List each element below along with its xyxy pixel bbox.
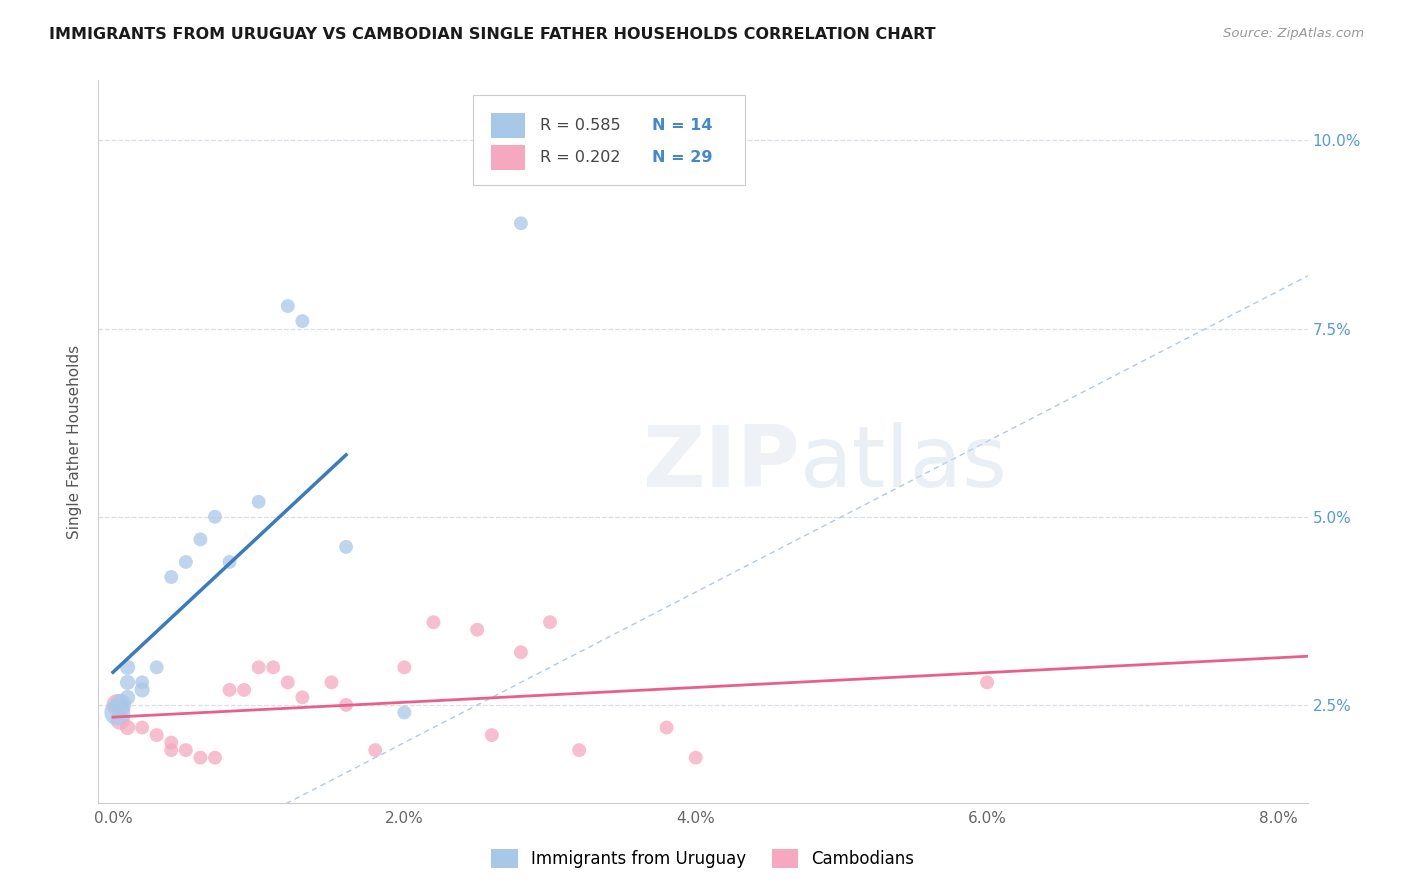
Text: N = 29: N = 29 [652, 150, 713, 165]
Point [117, 675, 139, 690]
Point [117, 690, 139, 705]
Point [190, 750, 212, 764]
Point [110, 698, 132, 712]
Point [568, 743, 591, 757]
Point [277, 299, 299, 313]
Text: R = 0.202: R = 0.202 [540, 150, 620, 165]
Point [174, 743, 197, 757]
Text: ZIP: ZIP [643, 422, 800, 505]
Text: R = 0.585: R = 0.585 [540, 119, 620, 133]
Text: atlas: atlas [800, 422, 1008, 505]
Point [110, 713, 132, 727]
Point [321, 675, 343, 690]
Point [509, 645, 531, 659]
Point [218, 682, 240, 697]
Point [394, 706, 416, 720]
FancyBboxPatch shape [474, 95, 745, 185]
Point [190, 533, 212, 547]
Point [174, 555, 197, 569]
Y-axis label: Single Father Households: Single Father Households [67, 344, 83, 539]
Point [105, 706, 128, 720]
Point [117, 721, 139, 735]
Text: N = 14: N = 14 [652, 119, 713, 133]
Point [131, 682, 153, 697]
Point [105, 698, 128, 712]
FancyBboxPatch shape [492, 145, 526, 170]
Point [481, 728, 503, 742]
Point [335, 540, 357, 554]
Point [117, 660, 139, 674]
Point [247, 660, 270, 674]
Point [233, 682, 256, 697]
Legend: Immigrants from Uruguay, Cambodians: Immigrants from Uruguay, Cambodians [485, 842, 921, 875]
Point [465, 623, 488, 637]
Point [335, 698, 357, 712]
Point [145, 728, 167, 742]
Point [422, 615, 444, 630]
Point [131, 675, 153, 690]
Point [262, 660, 284, 674]
Point [204, 509, 226, 524]
Point [277, 675, 299, 690]
Point [160, 743, 183, 757]
Point [509, 216, 531, 230]
Point [247, 494, 270, 508]
Point [131, 721, 153, 735]
Point [145, 660, 167, 674]
Point [291, 690, 314, 705]
Point [394, 660, 416, 674]
FancyBboxPatch shape [492, 113, 526, 138]
Point [976, 675, 998, 690]
Text: Source: ZipAtlas.com: Source: ZipAtlas.com [1223, 27, 1364, 40]
Point [538, 615, 561, 630]
Point [364, 743, 387, 757]
Point [204, 750, 226, 764]
Point [685, 750, 707, 764]
Point [160, 735, 183, 749]
Point [291, 314, 314, 328]
Point [655, 721, 678, 735]
Point [160, 570, 183, 584]
Text: IMMIGRANTS FROM URUGUAY VS CAMBODIAN SINGLE FATHER HOUSEHOLDS CORRELATION CHART: IMMIGRANTS FROM URUGUAY VS CAMBODIAN SIN… [49, 27, 936, 42]
Point [218, 555, 240, 569]
